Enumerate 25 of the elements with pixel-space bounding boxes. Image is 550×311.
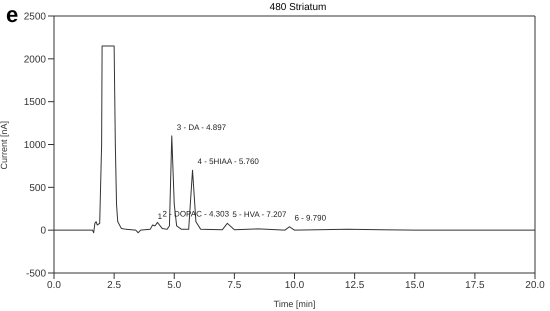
- annotation: 3 - DA - 4.897: [176, 122, 227, 132]
- annotation: 5 - HVA - 7.207: [232, 210, 287, 220]
- x-tick-label: 5.0: [167, 280, 182, 292]
- annotation: 1: [158, 212, 163, 221]
- y-tick-label: -500: [26, 268, 46, 280]
- y-tick-label: 500: [29, 182, 46, 194]
- x-tick-label: 15.0: [405, 280, 425, 292]
- y-tick-label: 2000: [24, 54, 46, 66]
- text: e: [6, 2, 18, 28]
- x-tick-label: 0.0: [47, 280, 62, 292]
- annotation: 4 - 5HIAA - 5.760: [198, 157, 260, 166]
- x-tick-label: 12.5: [344, 280, 365, 292]
- annotation: 6 - 9.790: [294, 214, 327, 223]
- y-tick-label: 2500: [24, 12, 46, 23]
- x-tick-label: 20.0: [525, 280, 546, 292]
- chart-title: 480 Striatum: [268, 2, 328, 13]
- x-axis-title: Time [min]: [274, 299, 316, 309]
- x-tick-label: 17.5: [465, 280, 486, 292]
- y-tick-label: 1000: [24, 140, 46, 152]
- x-tick-label: 10.0: [284, 280, 305, 292]
- y-axis-title: Current [nA]: [0, 120, 10, 170]
- x-tick-label: 7.5: [227, 280, 242, 292]
- y-tick-label: 0: [40, 226, 46, 237]
- y-tick-label: 1500: [24, 97, 46, 108]
- x-tick-label: 2.5: [107, 280, 122, 292]
